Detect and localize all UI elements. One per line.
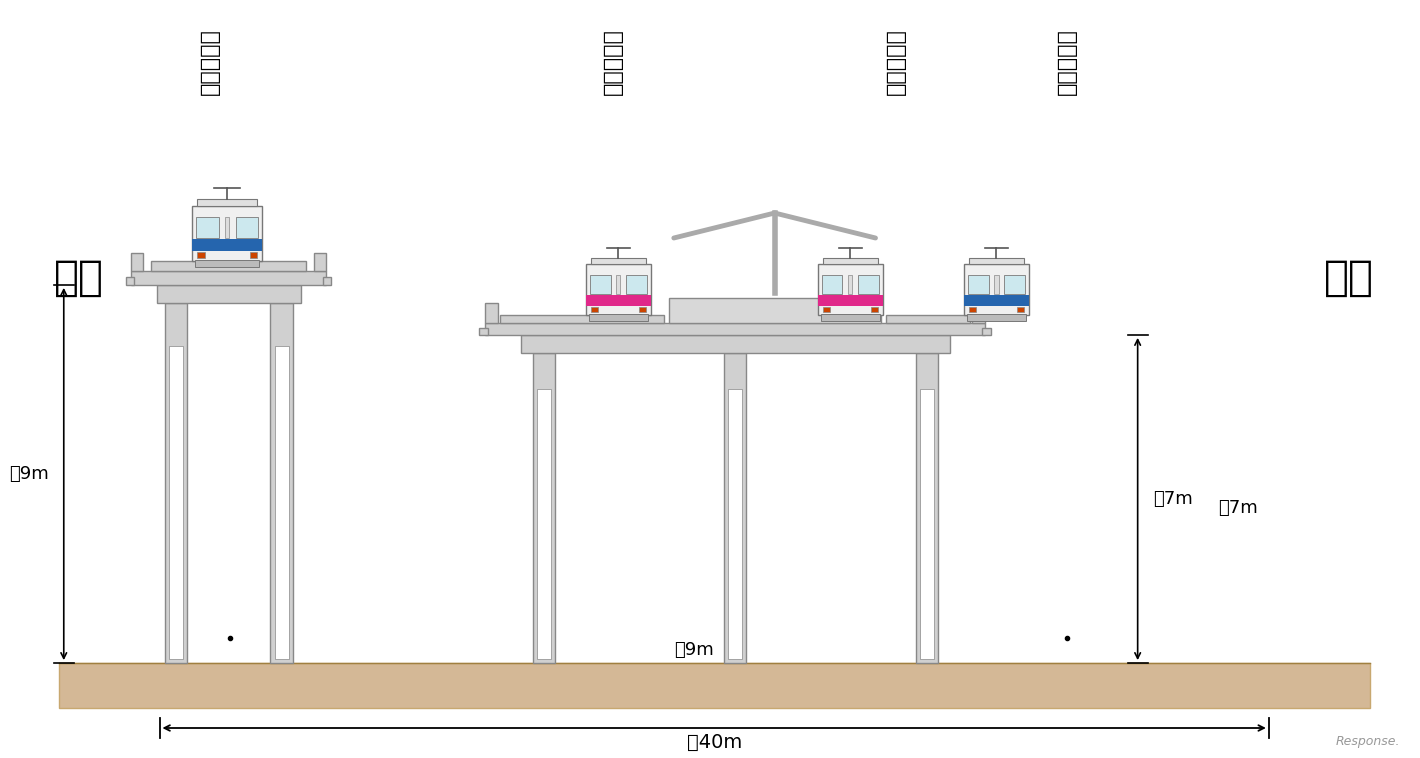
Bar: [156, 285, 301, 303]
Bar: [964, 265, 1030, 315]
Bar: [58, 663, 1369, 708]
Bar: [586, 265, 650, 315]
Bar: [983, 327, 991, 335]
Text: 下り急行線: 下り急行線: [200, 28, 220, 95]
Bar: [270, 303, 293, 663]
Bar: [920, 390, 934, 659]
Bar: [586, 295, 650, 306]
Bar: [236, 217, 258, 238]
Bar: [591, 258, 646, 265]
Bar: [521, 335, 950, 353]
Bar: [152, 261, 305, 271]
Text: 上り緩行線: 上り緩行線: [886, 28, 906, 95]
Bar: [967, 314, 1025, 321]
Bar: [192, 239, 263, 251]
Bar: [479, 327, 488, 335]
Bar: [858, 274, 879, 294]
Bar: [870, 307, 878, 312]
Bar: [250, 252, 257, 258]
Bar: [818, 265, 883, 315]
Bar: [169, 346, 183, 659]
Bar: [970, 258, 1024, 265]
Bar: [322, 277, 331, 285]
Bar: [724, 353, 747, 663]
Bar: [537, 390, 551, 659]
Bar: [226, 217, 229, 238]
Bar: [274, 346, 288, 659]
Text: 東側: 東側: [1325, 257, 1375, 299]
Text: 下り緩行線: 下り緩行線: [604, 28, 623, 95]
Text: 西側: 西側: [54, 257, 104, 299]
Bar: [669, 298, 880, 323]
Bar: [532, 353, 555, 663]
Text: 約9m: 約9m: [674, 641, 714, 659]
Text: 約7m: 約7m: [1218, 499, 1258, 517]
Text: 上り急行線: 上り急行線: [1056, 28, 1078, 95]
Bar: [131, 253, 143, 271]
Bar: [500, 315, 663, 323]
Bar: [589, 274, 611, 294]
Bar: [994, 274, 998, 294]
Bar: [822, 274, 842, 294]
Bar: [196, 217, 219, 238]
Bar: [192, 206, 263, 261]
Bar: [848, 274, 852, 294]
Bar: [314, 253, 327, 271]
Bar: [824, 307, 829, 312]
Bar: [970, 307, 976, 312]
Text: 約7m: 約7m: [1153, 490, 1193, 508]
Bar: [821, 314, 880, 321]
Bar: [973, 303, 985, 323]
Text: 約9m: 約9m: [9, 465, 48, 483]
Text: 約40m: 約40m: [686, 733, 741, 752]
Bar: [126, 277, 135, 285]
Bar: [165, 303, 187, 663]
Bar: [1017, 307, 1024, 312]
Bar: [639, 307, 646, 312]
Bar: [728, 390, 743, 659]
Bar: [195, 260, 260, 267]
Bar: [968, 274, 988, 294]
Bar: [1004, 274, 1025, 294]
Bar: [964, 295, 1030, 306]
Bar: [916, 353, 939, 663]
Bar: [197, 252, 204, 258]
Bar: [616, 274, 621, 294]
Bar: [589, 314, 648, 321]
Bar: [197, 199, 257, 206]
Bar: [486, 323, 985, 335]
Bar: [626, 274, 648, 294]
Bar: [818, 295, 883, 306]
Bar: [131, 271, 327, 285]
Bar: [824, 258, 878, 265]
Bar: [591, 307, 598, 312]
Bar: [886, 315, 970, 323]
Bar: [486, 303, 498, 323]
Text: Response.: Response.: [1335, 735, 1400, 748]
